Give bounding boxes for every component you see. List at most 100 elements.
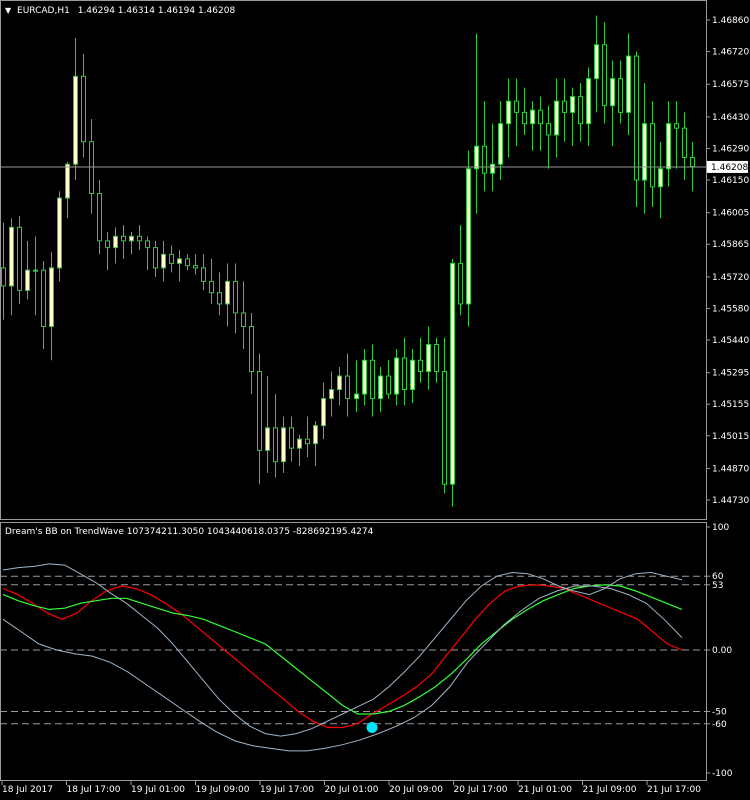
price-panel-frame — [0, 0, 707, 520]
candle-bear-body — [650, 123, 655, 188]
candle-bear-body — [217, 292, 222, 305]
candle-bear-body — [121, 235, 126, 242]
candle-bear-body — [233, 280, 238, 314]
price-axis: 1.46860 1.46720 1.46575 1.46430 1.46290 1.461… — [706, 16, 749, 506]
indicator-tick-label: -60 — [712, 720, 727, 730]
time-tick-label: 21 Jul 01:00 — [518, 785, 572, 795]
candle-bull-body — [530, 109, 535, 125]
candle-bear-body — [345, 375, 350, 400]
candle-bull-body — [65, 163, 70, 199]
candle-bull-body — [177, 258, 182, 264]
indicator-tick-label: 0.00 — [712, 646, 732, 656]
candle-bear-body — [442, 371, 447, 485]
candle-bear-body — [538, 109, 543, 125]
candle-bear-body — [17, 226, 22, 291]
indicator-tick-label: 53 — [712, 581, 723, 591]
candle-bull-body — [450, 262, 455, 485]
time-tick-label: 20 Jul 17:00 — [454, 785, 508, 795]
candle-bear-body — [169, 253, 174, 264]
wave-line — [2, 584, 683, 715]
candle-bull-body — [554, 100, 559, 136]
time-tick-label: 19 Jul 17:00 — [260, 785, 314, 795]
candle-bull-body — [73, 75, 78, 165]
candle-bear-body — [546, 123, 551, 136]
candle-bull-body — [378, 375, 383, 400]
candle-bear-body — [690, 156, 695, 167]
price-tick-label: 1.45015 — [712, 432, 749, 442]
candle-bear-body — [257, 371, 262, 451]
signal-dot — [366, 721, 378, 733]
signal-line — [2, 584, 683, 729]
candle-bull-body — [161, 253, 166, 269]
dropdown-icon[interactable]: ▼ — [5, 6, 12, 15]
candle-bull-body — [426, 343, 431, 373]
candle-bull-body — [25, 269, 30, 291]
price-tick-label: 1.46720 — [712, 48, 749, 58]
candle-bear-body — [105, 240, 110, 249]
symbol-text: EURCAD,H1 — [17, 6, 70, 16]
candle-bull-body — [129, 235, 134, 242]
candle-bull-body — [610, 78, 615, 107]
candle-bear-body — [682, 127, 687, 158]
candle-bear-body — [81, 75, 86, 143]
current-price-tag-text: 1.46208 — [711, 163, 748, 173]
upper-band-line — [2, 563, 683, 737]
candle-bull-body — [49, 267, 54, 327]
candle-bull-body — [321, 398, 326, 427]
price-tick-label: 1.46005 — [712, 209, 749, 219]
candle-bear-body — [289, 427, 294, 449]
candle-bear-body — [1, 267, 6, 287]
candle-bear-body — [674, 123, 679, 129]
candle-bull-body — [498, 123, 503, 165]
candle-bull-body — [297, 438, 302, 449]
price-tick-label: 1.45295 — [712, 369, 749, 379]
candle-bear-body — [145, 240, 150, 249]
candle-bull-body — [666, 123, 671, 170]
candle-bear-body — [89, 141, 94, 195]
candle-bear-body — [193, 265, 198, 269]
candle-bull-body — [225, 280, 230, 305]
candle-bear-body — [634, 55, 639, 181]
candle-bull-body — [474, 145, 479, 170]
time-tick-label: 18 Jul 17:00 — [67, 785, 121, 795]
candle-bear-body — [602, 44, 607, 107]
candle-bull-body — [281, 427, 286, 463]
candle-bear-body — [386, 375, 391, 395]
candle-bull-body — [642, 123, 647, 181]
time-tick-label: 21 Jul 17:00 — [647, 785, 701, 795]
candle-bear-body — [458, 262, 463, 305]
price-tick-label: 1.45720 — [712, 273, 749, 283]
candle-bull-body — [410, 359, 415, 391]
candle-bear-body — [209, 280, 214, 294]
price-tick-label: 1.46150 — [712, 176, 749, 186]
price-tick-label: 1.44730 — [712, 496, 749, 506]
time-tick-label: 21 Jul 09:00 — [583, 785, 637, 795]
candle-bull-body — [313, 425, 318, 445]
candle-bear-body — [562, 100, 567, 113]
candle-bear-body — [434, 343, 439, 373]
candle-bull-body — [594, 44, 599, 80]
lower-band-line — [2, 585, 683, 752]
ohlc-text: 1.46294 1.46314 1.46194 1.46208 — [78, 6, 236, 16]
candle-bear-body — [185, 258, 190, 267]
price-tick-label: 1.46575 — [712, 80, 749, 90]
price-tick-label: 1.46430 — [712, 113, 749, 123]
candle-bull-body — [394, 357, 399, 395]
indicator-tick-label: 60 — [712, 572, 724, 582]
candle-bull-body — [586, 78, 591, 125]
indicator-tick-label: -50 — [712, 708, 727, 718]
candle-bull-body — [33, 269, 38, 272]
indicator-tick-label: -100 — [712, 769, 733, 779]
candle-bear-body — [305, 438, 310, 445]
indicator-tick-label: 100 — [712, 523, 729, 533]
time-tick-label: 20 Jul 01:00 — [325, 785, 379, 795]
current-price-tag: 1.46208 — [707, 160, 748, 173]
candle-bear-body — [514, 100, 519, 113]
candle-bear-body — [137, 235, 142, 242]
candle-bear-body — [97, 193, 102, 242]
symbol-label: ▼ EURCAD,H1 1.46294 1.46314 1.46194 1.46… — [5, 6, 235, 16]
price-panel: 1.46860 1.46720 1.46575 1.46430 1.46290 1.461… — [0, 0, 749, 520]
